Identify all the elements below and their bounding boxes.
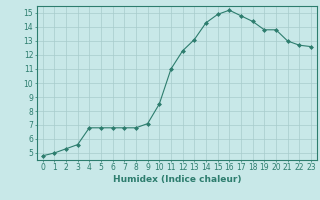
X-axis label: Humidex (Indice chaleur): Humidex (Indice chaleur)	[113, 175, 241, 184]
